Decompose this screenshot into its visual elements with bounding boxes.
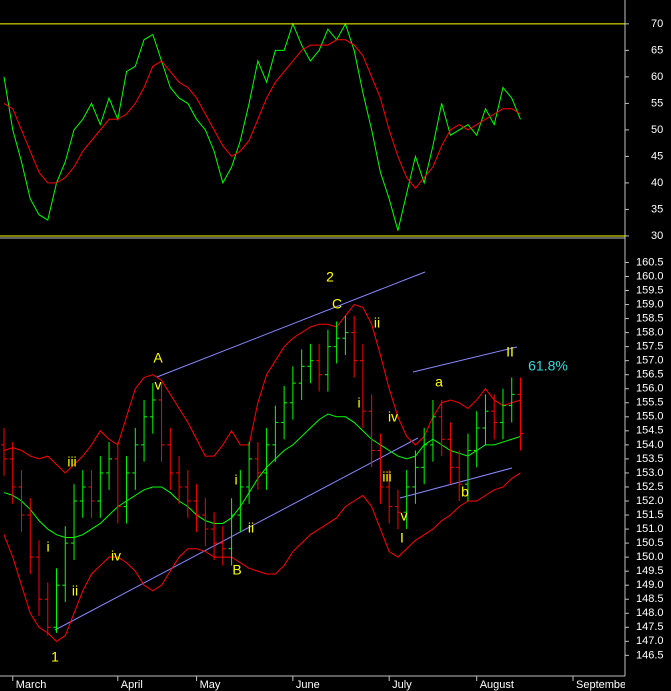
wave-label: ii (374, 315, 380, 331)
small-channel-upper (412, 346, 518, 373)
wave-label: 1 (51, 649, 59, 665)
y-tick-label: 30 (651, 230, 663, 242)
wave-label: a (435, 374, 443, 390)
y-tick-label: 153.0 (636, 467, 664, 479)
y-tick-label: 156.5 (636, 369, 664, 381)
y-tick-label: 155.5 (636, 397, 664, 409)
y-tick-label: 158.0 (636, 327, 664, 339)
y-tick-label: 151.5 (636, 509, 664, 521)
x-tick-label: March (16, 679, 47, 691)
wave-label: iv (111, 548, 121, 564)
wave-label: 2 (326, 269, 334, 285)
wave-label: i (234, 472, 237, 488)
wave-label: A (153, 350, 163, 366)
band-line (3, 413, 521, 538)
trend-lines (54, 271, 518, 631)
y-tick-label: 151.0 (636, 523, 664, 535)
y-tick-label: 157.5 (636, 341, 664, 353)
y-tick-label: 159.0 (636, 298, 664, 310)
y-tick-label: 152.5 (636, 481, 664, 493)
small-channel-lower (399, 467, 513, 499)
y-tick-label: 150.5 (636, 537, 664, 549)
y-tick-label: 149.0 (636, 579, 664, 591)
y-tick-label: 159.5 (636, 284, 664, 296)
band-line (3, 472, 521, 642)
wave-label: 61.8% (528, 358, 568, 374)
y-tick-label: 50 (651, 124, 663, 136)
oscillator-line (3, 39, 521, 190)
y-tick-label: 55 (651, 97, 663, 109)
y-tick-label: 146.5 (636, 649, 664, 661)
y-tick-label: 157.0 (636, 355, 664, 367)
wave-label: i (357, 395, 360, 411)
y-tick-label: 148.5 (636, 593, 664, 605)
y-tick-label: 148.0 (636, 607, 664, 619)
y-tick-label: 153.5 (636, 453, 664, 465)
channel-lower (54, 437, 419, 631)
y-tick-label: 158.5 (636, 312, 664, 324)
wave-label: iii (67, 454, 76, 470)
wave-label: v (155, 377, 162, 393)
y-tick-label: 147.0 (636, 635, 664, 647)
wave-label: iii (382, 469, 391, 485)
y-tick-label: 160.5 (636, 256, 664, 268)
wave-label: v (401, 508, 408, 524)
band-line (3, 303, 521, 474)
wave-label: I (400, 530, 404, 546)
x-tick-label: August (480, 679, 514, 691)
y-tick-label: 35 (651, 203, 663, 215)
wave-label: i (46, 539, 49, 555)
y-tick-label: 70 (651, 18, 663, 30)
channel-upper (156, 271, 426, 378)
x-tick-label: July (392, 679, 412, 691)
wave-label: ii (248, 520, 254, 536)
x-tick-label: June (296, 679, 320, 691)
plot-area: March April May June July August September (1, 22, 630, 691)
wave-label: C (332, 296, 342, 312)
wave-label: II (506, 344, 514, 360)
y-tick-label: 160.0 (636, 270, 664, 282)
y-tick-label: 65 (651, 44, 663, 56)
y-tick-label: 150.0 (636, 551, 664, 563)
x-tick-label: April (121, 679, 143, 691)
wave-label: B (232, 562, 241, 578)
y-tick-label: 155.0 (636, 411, 664, 423)
y-tick-label: 60 (651, 71, 663, 83)
y-tick-label: 154.0 (636, 439, 664, 451)
y-tick-label: 154.5 (636, 425, 664, 437)
wave-label: ii (72, 583, 78, 599)
x-tick-label: May (200, 679, 221, 691)
y-tick-label: 156.0 (636, 383, 664, 395)
oscillator-line (3, 22, 521, 231)
y-tick-label: 45 (651, 150, 663, 162)
y-tick-label: 40 (651, 177, 663, 189)
y-tick-label: 147.5 (636, 621, 664, 633)
wave-label: b (461, 484, 469, 500)
y-tick-label: 149.5 (636, 565, 664, 577)
wave-label: iv (388, 409, 398, 425)
y-tick-label: 152.0 (636, 495, 664, 507)
x-tick-label: September (576, 679, 630, 691)
